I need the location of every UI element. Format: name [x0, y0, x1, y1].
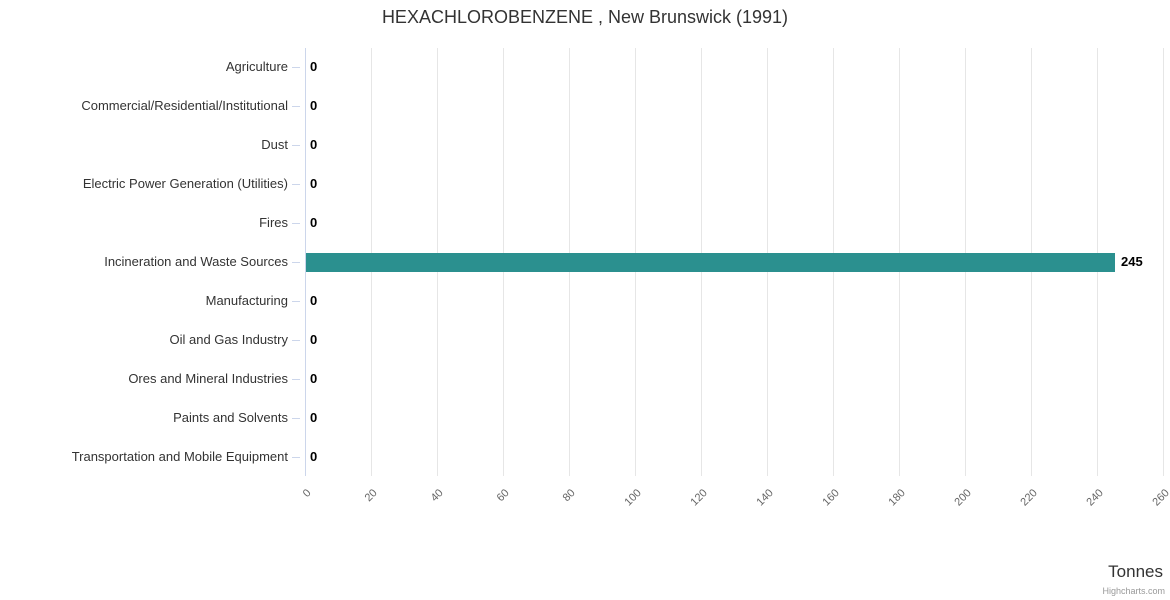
category-label: Ores and Mineral Industries	[128, 371, 288, 386]
chart-title: HEXACHLOROBENZENE , New Brunswick (1991)	[381, 7, 789, 27]
category-label: Dust	[261, 137, 288, 152]
category-tick	[292, 457, 300, 458]
category-tick	[292, 106, 300, 107]
x-tick-label: 160	[820, 487, 842, 509]
x-tick-label: 240	[1084, 487, 1106, 509]
data-label: 0	[310, 332, 318, 347]
x-tick-label: 100	[622, 487, 644, 509]
x-tick-label: 180	[886, 487, 908, 509]
category-tick	[292, 301, 300, 302]
highcharts-credit[interactable]: Highcharts.com	[1102, 586, 1165, 596]
x-tick-label: 20	[362, 487, 380, 505]
category-tick	[292, 184, 300, 185]
category-label: Paints and Solvents	[173, 410, 288, 425]
category-label: Transportation and Mobile Equipment	[71, 449, 288, 464]
category-tick	[292, 379, 300, 380]
data-label: 0	[310, 449, 318, 464]
x-tick-label: 140	[754, 487, 776, 509]
category-label: Commercial/Residential/Institutional	[81, 98, 288, 113]
category-label: Incineration and Waste Sources	[104, 254, 288, 269]
category-label: Fires	[259, 215, 288, 230]
data-label: 245	[1121, 254, 1143, 269]
category-label: Oil and Gas Industry	[169, 332, 289, 347]
category-tick	[292, 418, 300, 419]
data-label: 0	[310, 410, 318, 425]
category-tick	[292, 145, 300, 146]
category-tick	[292, 262, 300, 263]
x-axis-title: Tonnes	[1108, 562, 1163, 581]
data-label: 0	[310, 176, 318, 191]
x-tick-label: 120	[688, 487, 710, 509]
data-label: 0	[310, 293, 318, 308]
data-label: 0	[310, 59, 318, 74]
data-label: 0	[310, 371, 318, 386]
category-label: Electric Power Generation (Utilities)	[82, 176, 288, 191]
category-tick	[292, 67, 300, 68]
category-label: Manufacturing	[205, 293, 288, 308]
data-label: 0	[310, 98, 318, 113]
gridline	[1163, 48, 1164, 476]
x-tick-label: 0	[300, 487, 314, 500]
data-label: 0	[310, 137, 318, 152]
y-axis-line	[305, 48, 306, 476]
x-tick-label: 200	[952, 487, 974, 509]
category-label: Agriculture	[225, 59, 288, 74]
bar-incineration-and-waste-sources[interactable]	[306, 253, 1115, 272]
x-tick-label: 60	[494, 487, 512, 505]
x-tick-label: 220	[1018, 487, 1040, 509]
x-tick-label: 260	[1150, 487, 1170, 509]
x-tick-label: 80	[560, 487, 578, 505]
data-label: 0	[310, 215, 318, 230]
category-tick	[292, 223, 300, 224]
x-tick-label: 40	[428, 487, 446, 505]
category-tick	[292, 340, 300, 341]
